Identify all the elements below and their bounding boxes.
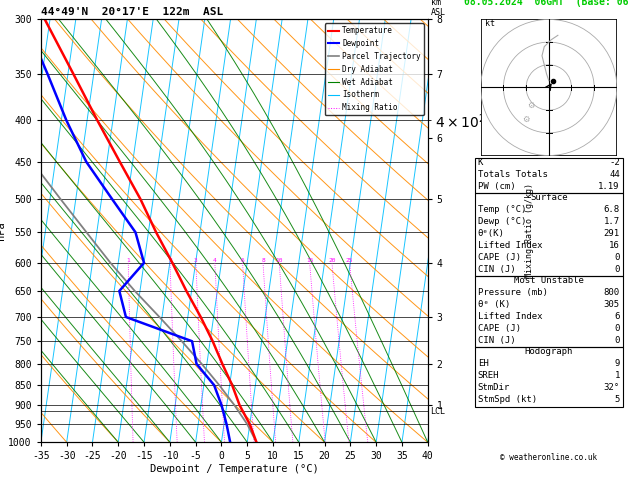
Text: 2: 2 bbox=[168, 258, 172, 263]
Text: 0: 0 bbox=[615, 324, 620, 333]
Text: Lifted Index: Lifted Index bbox=[478, 312, 542, 321]
Text: CAPE (J): CAPE (J) bbox=[478, 253, 521, 262]
Text: kt: kt bbox=[486, 19, 495, 28]
Text: 15: 15 bbox=[306, 258, 313, 263]
Text: 6: 6 bbox=[241, 258, 245, 263]
Text: 1: 1 bbox=[126, 258, 130, 263]
Y-axis label: hPa: hPa bbox=[0, 222, 6, 240]
Text: 08.05.2024  06GMT  (Base: 06): 08.05.2024 06GMT (Base: 06) bbox=[464, 0, 629, 7]
Text: ⚙: ⚙ bbox=[522, 115, 530, 124]
Text: 3: 3 bbox=[194, 258, 198, 263]
Text: 5: 5 bbox=[615, 395, 620, 404]
Text: 1.7: 1.7 bbox=[604, 217, 620, 226]
Text: CAPE (J): CAPE (J) bbox=[478, 324, 521, 333]
Legend: Temperature, Dewpoint, Parcel Trajectory, Dry Adiabat, Wet Adiabat, Isotherm, Mi: Temperature, Dewpoint, Parcel Trajectory… bbox=[325, 23, 424, 115]
Text: K: K bbox=[478, 158, 483, 167]
Text: Totals Totals: Totals Totals bbox=[478, 170, 548, 179]
Text: 10: 10 bbox=[276, 258, 283, 263]
Text: 305: 305 bbox=[604, 300, 620, 309]
Text: Lifted Index: Lifted Index bbox=[478, 241, 542, 250]
Text: -2: -2 bbox=[609, 158, 620, 167]
Text: 25: 25 bbox=[346, 258, 353, 263]
Text: km
ASL: km ASL bbox=[431, 0, 446, 17]
Text: © weatheronline.co.uk: © weatheronline.co.uk bbox=[500, 452, 598, 462]
Text: LCL: LCL bbox=[430, 407, 445, 416]
Text: θᵉ (K): θᵉ (K) bbox=[478, 300, 510, 309]
Text: 0: 0 bbox=[615, 264, 620, 274]
Text: StmDir: StmDir bbox=[478, 383, 510, 392]
Text: 44°49'N  20°17'E  122m  ASL: 44°49'N 20°17'E 122m ASL bbox=[41, 7, 223, 17]
Text: Temp (°C): Temp (°C) bbox=[478, 205, 526, 214]
Text: 8: 8 bbox=[261, 258, 265, 263]
Text: 1: 1 bbox=[615, 371, 620, 380]
Text: ⚙: ⚙ bbox=[527, 101, 535, 110]
Text: 1.19: 1.19 bbox=[598, 182, 620, 191]
Text: 6.8: 6.8 bbox=[604, 205, 620, 214]
Text: Surface: Surface bbox=[530, 193, 567, 203]
Text: 32°: 32° bbox=[604, 383, 620, 392]
Text: SREH: SREH bbox=[478, 371, 499, 380]
Text: Most Unstable: Most Unstable bbox=[514, 277, 584, 285]
Text: EH: EH bbox=[478, 359, 489, 368]
Text: PW (cm): PW (cm) bbox=[478, 182, 516, 191]
Text: 6: 6 bbox=[615, 312, 620, 321]
X-axis label: Dewpoint / Temperature (°C): Dewpoint / Temperature (°C) bbox=[150, 464, 319, 474]
Text: θᵉ(K): θᵉ(K) bbox=[478, 229, 504, 238]
Text: 9: 9 bbox=[615, 359, 620, 368]
Y-axis label: Mixing Ratio (g/kg): Mixing Ratio (g/kg) bbox=[525, 183, 534, 278]
Text: 4: 4 bbox=[213, 258, 217, 263]
Text: CIN (J): CIN (J) bbox=[478, 264, 516, 274]
Text: 0: 0 bbox=[615, 253, 620, 262]
Text: 16: 16 bbox=[609, 241, 620, 250]
Text: 291: 291 bbox=[604, 229, 620, 238]
Text: 0: 0 bbox=[615, 336, 620, 345]
Text: 800: 800 bbox=[604, 288, 620, 297]
Text: Hodograph: Hodograph bbox=[525, 347, 573, 357]
Text: 44: 44 bbox=[609, 170, 620, 179]
Text: Pressure (mb): Pressure (mb) bbox=[478, 288, 548, 297]
Text: Dewp (°C): Dewp (°C) bbox=[478, 217, 526, 226]
Text: StmSpd (kt): StmSpd (kt) bbox=[478, 395, 537, 404]
Text: 20: 20 bbox=[328, 258, 336, 263]
Text: CIN (J): CIN (J) bbox=[478, 336, 516, 345]
